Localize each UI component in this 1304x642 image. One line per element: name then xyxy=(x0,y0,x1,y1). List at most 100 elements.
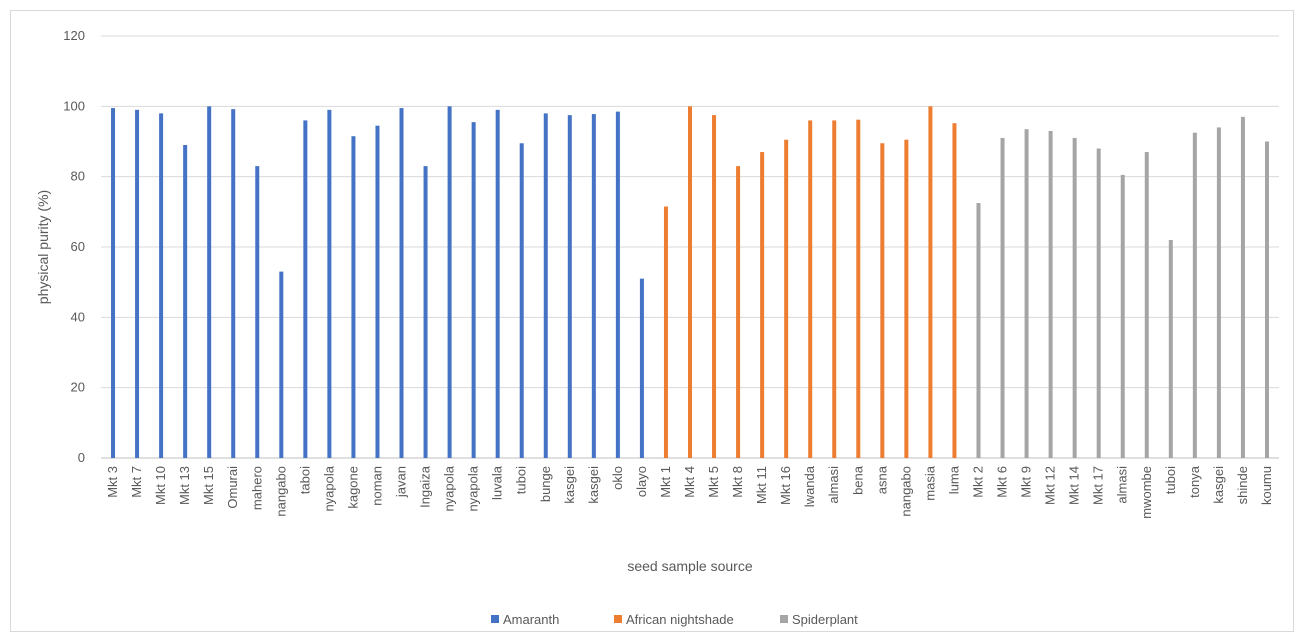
legend-label: African nightshade xyxy=(626,612,734,627)
bar-african-nightshade xyxy=(760,152,765,459)
bar-amaranth xyxy=(399,108,404,458)
bar-spiderplant xyxy=(1024,129,1029,459)
x-tick-label: luma xyxy=(946,465,961,494)
x-tick-label: asna xyxy=(874,465,889,494)
y-axis-ticks: 0 20 40 60 80 100 120 xyxy=(63,28,85,465)
legend-label: Spiderplant xyxy=(792,612,858,627)
bar-amaranth xyxy=(231,109,236,458)
bar-amaranth xyxy=(471,122,476,459)
bar-spiderplant xyxy=(976,203,981,458)
bar-african-nightshade xyxy=(880,143,885,458)
x-tick-label: bena xyxy=(850,465,865,495)
x-tick-label: javan xyxy=(394,466,409,498)
x-tick-label: Ingaiza xyxy=(418,465,433,508)
x-tick-label: luvala xyxy=(490,465,505,500)
bar-spiderplant xyxy=(1264,141,1269,458)
x-tick-label: mahero xyxy=(249,466,264,510)
bar-african-nightshade xyxy=(784,139,789,458)
legend-item-african-nightshade: African nightshade xyxy=(614,612,734,627)
bar-amaranth xyxy=(495,109,500,458)
bar-african-nightshade xyxy=(736,166,741,458)
bar-amaranth xyxy=(303,120,308,459)
bar-amaranth xyxy=(375,125,380,459)
y-tick-label: 100 xyxy=(63,98,85,113)
x-tick-label: Mkt 16 xyxy=(778,466,793,505)
bar-amaranth xyxy=(327,109,332,458)
bar-amaranth xyxy=(543,113,548,458)
x-tick-label: kasgei xyxy=(586,466,601,504)
bar-amaranth xyxy=(567,115,572,458)
x-tick-label: taboi xyxy=(297,466,312,494)
x-tick-label: Omurai xyxy=(225,466,240,509)
x-tick-label: Mkt 5 xyxy=(706,466,721,498)
bar-african-nightshade xyxy=(904,139,909,458)
x-tick-label: Mkt 11 xyxy=(754,466,769,504)
x-tick-label: oklo xyxy=(610,466,625,490)
bar-african-nightshade xyxy=(663,206,668,458)
x-tick-label: Mkt 6 xyxy=(995,466,1010,498)
legend-item-spiderplant: Spiderplant xyxy=(780,612,858,627)
x-tick-label: lwanda xyxy=(802,465,817,507)
bar-amaranth xyxy=(135,109,140,458)
x-tick-label: Mkt 7 xyxy=(129,466,144,498)
bar-spiderplant xyxy=(1000,137,1005,458)
y-tick-label: 80 xyxy=(71,169,85,184)
bars xyxy=(111,106,1269,459)
bar-african-nightshade xyxy=(928,106,933,458)
x-tick-label: Mkt 3 xyxy=(105,466,120,498)
legend: Amaranth African nightshade Spiderplant xyxy=(491,612,858,627)
x-tick-label: almasi xyxy=(826,466,841,504)
bar-spiderplant xyxy=(1216,127,1221,458)
bar-african-nightshade xyxy=(952,123,957,459)
bar-african-nightshade xyxy=(856,119,861,459)
legend-swatch xyxy=(780,615,788,623)
x-tick-label: masia xyxy=(922,465,937,500)
x-tick-label: Mkt 17 xyxy=(1091,466,1106,505)
bar-spiderplant xyxy=(1192,132,1197,459)
bar-african-nightshade xyxy=(712,115,717,458)
bar-amaranth xyxy=(351,136,356,458)
y-tick-label: 20 xyxy=(71,380,85,395)
bar-amaranth xyxy=(111,108,116,458)
bar-amaranth xyxy=(423,166,428,458)
bar-amaranth xyxy=(255,166,260,458)
legend-item-amaranth: Amaranth xyxy=(491,612,559,627)
x-tick-label: nyapola xyxy=(321,465,336,511)
x-tick-label: nyapola xyxy=(442,465,457,511)
y-tick-label: 0 xyxy=(78,450,85,465)
x-tick-label: Mkt 12 xyxy=(1043,466,1058,505)
bar-spiderplant xyxy=(1120,174,1125,459)
bar-amaranth xyxy=(447,106,452,458)
x-axis-title: seed sample source xyxy=(627,558,753,574)
y-tick-label: 60 xyxy=(71,239,85,254)
bar-spiderplant xyxy=(1096,148,1101,459)
x-tick-label: koumu xyxy=(1259,466,1274,505)
x-tick-label: nyapola xyxy=(466,465,481,511)
bar-spiderplant xyxy=(1144,152,1149,459)
x-tick-label: kasgei xyxy=(562,466,577,504)
x-tick-label: Mkt 15 xyxy=(201,466,216,505)
bar-african-nightshade xyxy=(808,120,813,459)
x-tick-label: nangabo xyxy=(273,466,288,517)
x-tick-label: kasgei xyxy=(1211,466,1226,504)
x-tick-label: tuboi xyxy=(514,466,529,494)
x-tick-label: shinde xyxy=(1235,466,1250,504)
bar-amaranth xyxy=(639,278,644,458)
x-tick-label: olayo xyxy=(634,466,649,497)
bar-amaranth xyxy=(279,271,284,458)
y-axis-title: physical purity (%) xyxy=(35,190,51,304)
x-tick-label: Mkt 9 xyxy=(1019,466,1034,498)
bar-spiderplant xyxy=(1048,130,1053,458)
x-tick-label: Mkt 10 xyxy=(153,466,168,505)
x-axis-ticks: Mkt 3 Mkt 7 Mkt 10 Mkt 13 Mkt 15 Omurai mahero… xyxy=(105,465,1274,519)
x-tick-label: almasi xyxy=(1115,466,1130,504)
gridlines xyxy=(101,35,1279,459)
y-tick-label: 40 xyxy=(71,309,85,324)
x-tick-label: Mkt 13 xyxy=(177,466,192,505)
x-tick-label: mwombe xyxy=(1139,466,1154,519)
legend-swatch xyxy=(614,615,622,623)
x-tick-label: Mkt 14 xyxy=(1067,466,1082,505)
bar-spiderplant xyxy=(1240,116,1245,458)
bar-spiderplant xyxy=(1072,137,1077,458)
